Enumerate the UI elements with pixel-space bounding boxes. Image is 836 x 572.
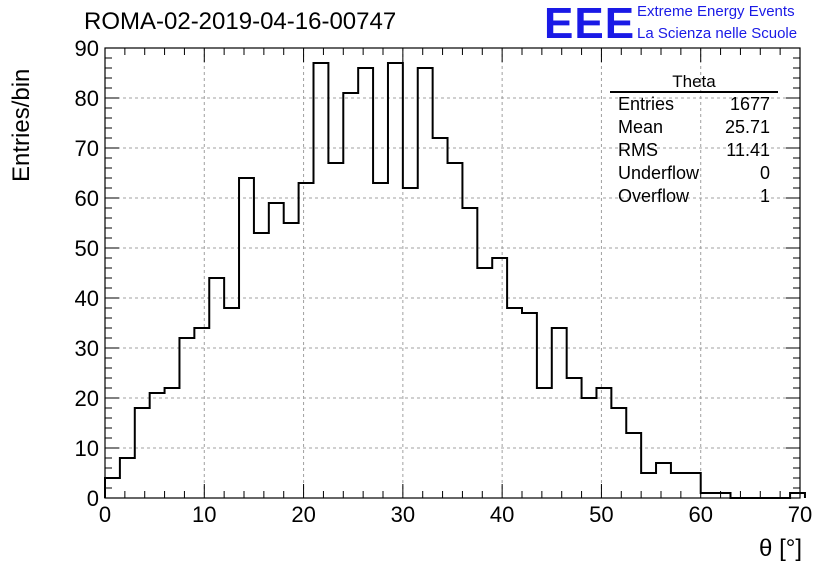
stats-label: Entries — [618, 94, 675, 114]
x-tick-label: 70 — [788, 502, 812, 527]
y-tick-label: 20 — [75, 386, 99, 411]
stats-title: Theta — [610, 72, 778, 93]
stats-value: 11.41 — [726, 140, 770, 160]
histogram-bin — [492, 258, 507, 498]
eee-logo: EEE — [544, 0, 636, 48]
histogram-bin — [403, 188, 418, 498]
y-tick-label: 0 — [87, 486, 99, 511]
stats-label: Mean — [618, 117, 664, 137]
x-tick-label: 50 — [589, 502, 613, 527]
histogram-bin — [284, 223, 299, 498]
stats-label: Overflow — [618, 186, 690, 206]
stats-value: 25.71 — [724, 117, 770, 137]
histogram-bin — [686, 473, 701, 498]
histogram-bin — [299, 183, 314, 498]
x-tick-label: 40 — [490, 502, 514, 527]
histogram-bin — [239, 178, 254, 498]
histogram-bin — [596, 388, 611, 498]
y-tick-label: 80 — [75, 86, 99, 111]
y-tick-label: 70 — [75, 136, 99, 161]
histogram-bin — [269, 203, 284, 498]
histogram-bin — [224, 308, 239, 498]
histogram-bin — [641, 473, 656, 498]
histogram-bin — [194, 328, 209, 498]
x-tick-label: 10 — [192, 502, 216, 527]
logo-caption-line2: La Scienza nelle Scuole — [637, 25, 798, 42]
histogram-bin — [671, 473, 686, 498]
histogram-bin — [462, 208, 477, 498]
stats-box: Theta Entries 1677 Mean 25.71 RMS 11.41 Underf… — [610, 72, 778, 208]
histogram-bin — [537, 388, 552, 498]
stats-row-underflow: Underflow 0 — [610, 162, 778, 185]
histogram-bin — [135, 408, 150, 498]
histogram-bin — [552, 328, 567, 498]
stats-label: Underflow — [618, 163, 700, 183]
histogram-bin — [477, 268, 492, 498]
histogram-outline — [104, 62, 806, 499]
x-tick-label: 0 — [99, 502, 111, 527]
x-tick-label: 20 — [291, 502, 315, 527]
histogram-bin — [522, 313, 537, 498]
histogram-bin — [314, 63, 329, 498]
y-tick-label: 60 — [75, 186, 99, 211]
stats-rows: Entries 1677 Mean 25.71 RMS 11.41 Underflow 0 Ov… — [610, 93, 778, 208]
stats-row-overflow: Overflow 1 — [610, 185, 778, 208]
stats-value: 0 — [759, 163, 770, 183]
histogram-bin — [150, 393, 165, 498]
histogram-bin — [433, 138, 448, 498]
stats-row-mean: Mean 25.71 — [610, 116, 778, 139]
histogram-bin — [418, 68, 433, 498]
x-axis-label: θ [°] — [759, 535, 802, 562]
stats-value: 1 — [759, 186, 770, 206]
stats-value: 1677 — [729, 94, 770, 114]
histogram-bin — [165, 388, 180, 498]
y-tick-label: 30 — [75, 336, 99, 361]
x-tick-label: 30 — [391, 502, 415, 527]
x-tick-label: 60 — [688, 502, 712, 527]
y-tick-label: 90 — [75, 36, 99, 61]
stats-label: RMS — [618, 140, 658, 160]
y-tick-label: 50 — [75, 236, 99, 261]
histogram-bin — [358, 68, 373, 498]
histogram-bin — [656, 463, 671, 498]
histogram-bin — [179, 338, 194, 498]
histogram-bin — [567, 378, 582, 498]
histogram-bin — [209, 278, 224, 498]
histogram-bin — [582, 398, 597, 498]
stats-row-entries: Entries 1677 — [610, 93, 778, 116]
y-tick-label: 40 — [75, 286, 99, 311]
chart-title: ROMA-02-2019-04-16-00747 — [84, 8, 397, 35]
stats-row-rms: RMS 11.41 — [610, 139, 778, 162]
plot-frame — [104, 47, 801, 499]
logo-caption-line1: Extreme Energy Events — [637, 3, 795, 20]
histogram-bin — [388, 63, 403, 498]
histogram-bin — [254, 233, 269, 498]
histogram-bin — [343, 93, 358, 498]
histogram-bin — [120, 458, 135, 498]
histogram-bin — [611, 408, 626, 498]
y-tick-label: 10 — [75, 436, 99, 461]
histogram-bin — [373, 183, 388, 498]
histogram-bin — [626, 433, 641, 498]
histogram-bin — [507, 308, 522, 498]
